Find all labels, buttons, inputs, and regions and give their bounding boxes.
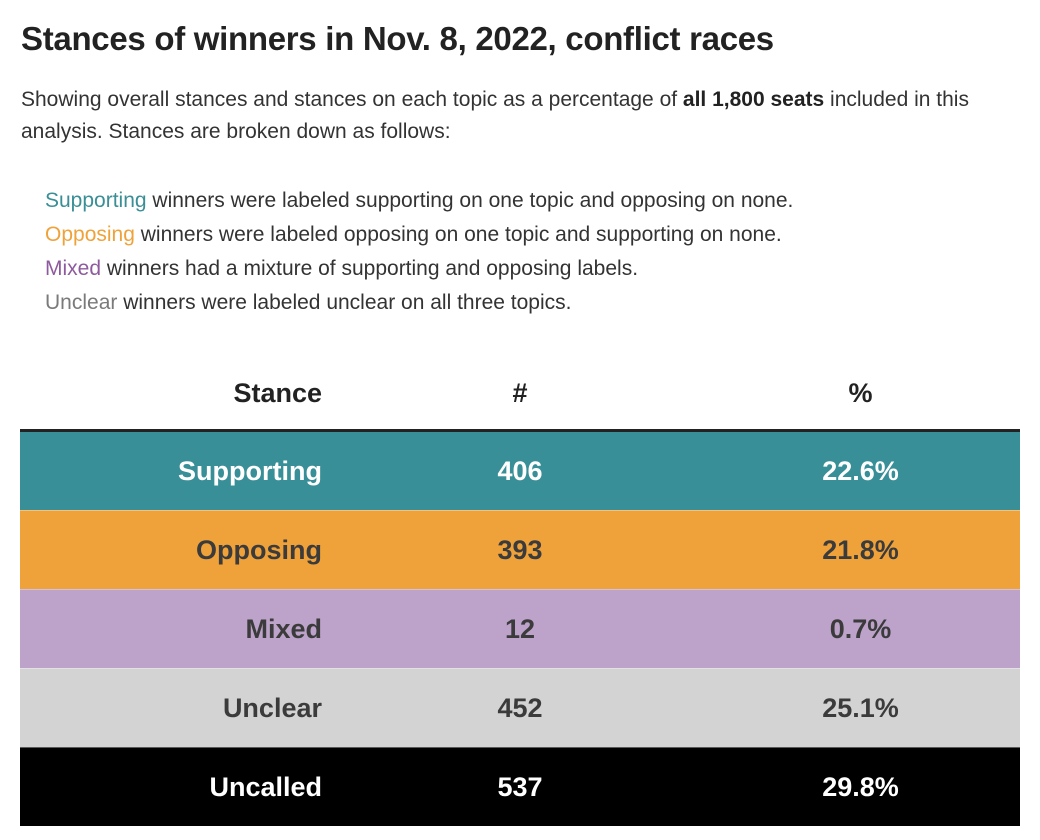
table-row-opposing: Opposing 393 21.8% bbox=[20, 510, 1020, 589]
table-header: Stance # % bbox=[20, 358, 1020, 432]
subtitle-bold-seats: all 1,800 seats bbox=[682, 88, 825, 111]
header-stance: Stance bbox=[233, 378, 322, 408]
table-row-unclear: Unclear 452 25.1% bbox=[20, 668, 1020, 747]
subtitle-text-pre: Showing overall stances and stances on e… bbox=[21, 88, 683, 111]
cell-stance-unclear: Unclear bbox=[222, 692, 322, 723]
table-row-uncalled: Uncalled 537 29.8% bbox=[20, 747, 1020, 826]
cell-percent-unclear: 25.1% bbox=[822, 692, 899, 723]
cell-percent-uncalled: 29.8% bbox=[822, 771, 899, 802]
cell-count-uncalled: 537 bbox=[497, 771, 543, 802]
cell-percent-supporting: 22.6% bbox=[822, 455, 899, 486]
cell-count-unclear: 452 bbox=[497, 692, 543, 723]
legend-keyword-mixed: Mixed bbox=[45, 257, 102, 280]
cell-stance-supporting: Supporting bbox=[178, 455, 322, 486]
cell-stance-opposing: Opposing bbox=[196, 534, 322, 565]
legend-keyword-unclear: Unclear bbox=[45, 291, 118, 314]
header-percent: % bbox=[848, 378, 873, 408]
subtitle: Showing overall stances and stances on e… bbox=[21, 84, 1021, 148]
cell-stance-uncalled: Uncalled bbox=[209, 771, 322, 802]
legend-text-mixed: winners had a mixture of supporting and … bbox=[101, 257, 639, 280]
page-title: Stances of winners in Nov. 8, 2022, conf… bbox=[21, 20, 774, 57]
cell-stance-mixed: Mixed bbox=[245, 613, 322, 644]
legend-text-supporting: winners were labeled supporting on one t… bbox=[146, 189, 794, 212]
subtitle-text-post: included in this analysis. Stances are b… bbox=[21, 88, 969, 143]
legend-text-opposing: winners were labeled opposing on one top… bbox=[134, 223, 782, 246]
table-row-mixed: Mixed 12 0.7% bbox=[20, 589, 1020, 668]
legend-keyword-supporting: Supporting bbox=[45, 189, 147, 212]
legend-row-opposing: Opposing winners were labeled opposing o… bbox=[45, 218, 793, 252]
legend-row-unclear: Unclear winners were labeled unclear on … bbox=[45, 286, 793, 320]
cell-count-mixed: 12 bbox=[504, 613, 536, 644]
cell-percent-opposing: 21.8% bbox=[822, 534, 899, 565]
cell-count-supporting: 406 bbox=[497, 455, 543, 486]
cell-percent-mixed: 0.7% bbox=[829, 613, 892, 644]
header-count: # bbox=[512, 378, 528, 408]
legend-row-supporting: Supporting winners were labeled supporti… bbox=[45, 184, 793, 218]
legend-row-mixed: Mixed winners had a mixture of supportin… bbox=[45, 252, 793, 286]
stance-legend: Supporting winners were labeled supporti… bbox=[45, 184, 793, 320]
stance-table: Stance # % Supporting 406 22.6% Opposing… bbox=[20, 358, 1020, 826]
table-row-supporting: Supporting 406 22.6% bbox=[20, 432, 1020, 510]
cell-count-opposing: 393 bbox=[497, 534, 543, 565]
legend-keyword-opposing: Opposing bbox=[45, 223, 135, 246]
legend-text-unclear: winners were labeled unclear on all thre… bbox=[117, 291, 572, 314]
